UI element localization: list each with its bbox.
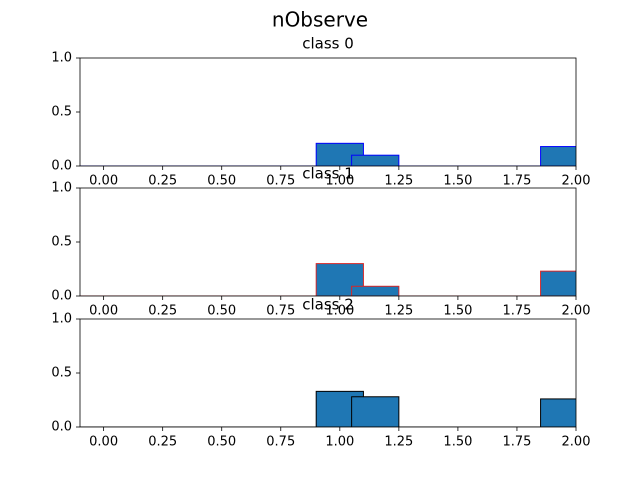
- y-tick-label: 0.5: [51, 366, 72, 381]
- y-tick-label: 1.0: [51, 181, 72, 196]
- x-tick-label: 1.25: [384, 174, 413, 189]
- x-tick-label: 0.50: [207, 174, 236, 189]
- x-tick-label: 0.25: [148, 304, 177, 319]
- y-tick-label: 0.5: [51, 235, 72, 250]
- x-tick-label: 2.00: [562, 174, 591, 189]
- x-tick-label: 0.00: [89, 174, 118, 189]
- suptitle: nObserve: [272, 8, 368, 32]
- x-tick-label: 0.75: [266, 304, 295, 319]
- x-tick-label: 0.00: [89, 304, 118, 319]
- x-tick-label: 0.00: [89, 435, 118, 450]
- x-tick-label: 1.50: [443, 174, 472, 189]
- plot-area: [80, 142, 576, 166]
- x-tick-label: 0.25: [148, 435, 177, 450]
- bar: [540, 398, 576, 427]
- x-tick-label: 1.00: [325, 304, 354, 319]
- x-tick-label: 0.75: [266, 174, 295, 189]
- y-tick-label: 1.0: [51, 51, 72, 66]
- x-tick-label: 1.75: [502, 174, 531, 189]
- plot-area: [80, 263, 576, 296]
- y-tick-label: 0.5: [51, 105, 72, 120]
- y-tick-label: 0.0: [51, 289, 72, 304]
- y-tick-label: 0.0: [51, 420, 72, 435]
- y-tick-label: 1.0: [51, 312, 72, 327]
- x-tick-label: 1.00: [325, 435, 354, 450]
- plot-area: [80, 390, 576, 427]
- bar: [315, 263, 364, 296]
- x-tick-label: 2.00: [562, 435, 591, 450]
- bar: [351, 396, 400, 427]
- x-tick-label: 1.50: [443, 435, 472, 450]
- x-tick-label: 1.00: [325, 174, 354, 189]
- axes-title: class 1: [302, 165, 354, 183]
- y-tick-label: 0.0: [51, 159, 72, 174]
- x-tick-label: 1.75: [502, 304, 531, 319]
- x-tick-label: 0.25: [148, 174, 177, 189]
- x-tick-label: 1.75: [502, 435, 531, 450]
- x-tick-label: 1.25: [384, 304, 413, 319]
- axes-title: class 2: [302, 296, 354, 314]
- x-tick-label: 2.00: [562, 304, 591, 319]
- bar: [351, 154, 400, 166]
- bar: [351, 285, 400, 296]
- x-tick-label: 0.50: [207, 435, 236, 450]
- x-tick-label: 1.50: [443, 304, 472, 319]
- bar: [540, 270, 576, 296]
- axes-title: class 0: [302, 35, 354, 53]
- x-tick-label: 0.50: [207, 304, 236, 319]
- x-tick-label: 0.75: [266, 435, 295, 450]
- x-tick-label: 1.25: [384, 435, 413, 450]
